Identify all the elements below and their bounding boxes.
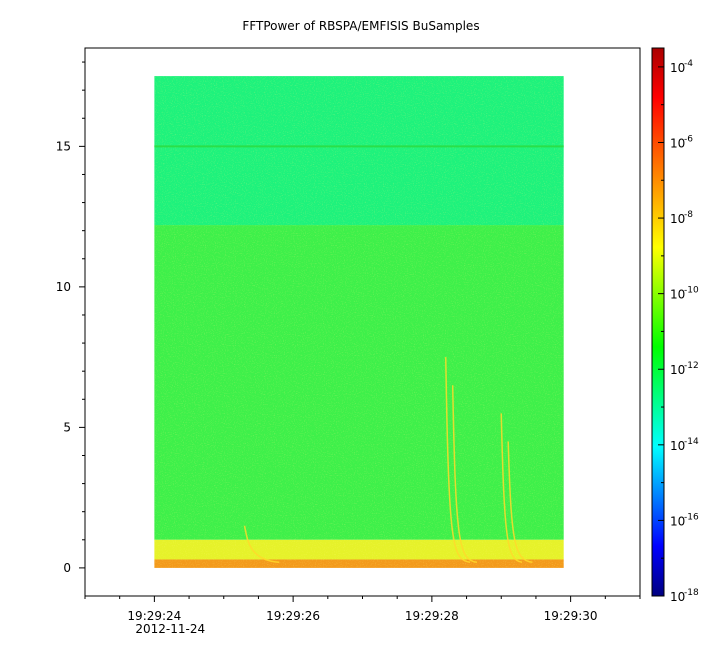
colorbar-tick-base: 10 [670,212,685,226]
colorbar-tick-exponent: -8 [684,210,693,220]
x-tick-sublabel: 2012-11-24 [135,622,205,636]
colorbar-tick-base: 10 [670,61,685,75]
chorus-elements [243,357,533,564]
y-tick-label: 0 [63,561,71,575]
chorus-element-1 [451,385,478,564]
x-tick-label: 19:29:30 [544,609,598,623]
colorbar-tick-base: 10 [670,136,685,150]
colorbar-tick-exponent: -10 [684,286,699,296]
x-tick-label: 19:29:24 [127,609,181,623]
colorbar-tick-exponent: -18 [684,588,699,598]
colorbar-tick-base: 10 [670,514,685,528]
chorus-element-3 [507,441,533,564]
x-tick-label: 19:29:28 [405,609,459,623]
chart-title: FFTPower of RBSPA/EMFISIS BuSamples [242,19,479,33]
colorbar-tick-base: 10 [670,288,685,302]
colorbar-tick-exponent: -14 [684,437,699,447]
colorbar-tick-base: 10 [670,590,685,604]
spectrogram-noise [154,76,564,568]
x-tick-label: 19:29:26 [266,609,320,623]
y-tick-label: 15 [56,139,71,153]
spectrogram-image [154,76,564,568]
colorbar-tick-base: 10 [670,363,685,377]
chorus-element-4 [243,525,280,564]
colorbar-tick-exponent: -4 [684,59,693,69]
colorbar-tick-base: 10 [670,439,685,453]
colorbar-tick-exponent: -12 [684,361,699,371]
y-axis: 0 5 10 15 [56,61,85,575]
chorus-element-0 [445,357,471,564]
colorbar [651,47,665,597]
colorbar-tick-exponent: -16 [684,512,699,522]
colorbar-tick-exponent: -6 [684,134,693,144]
y-tick-label: 10 [56,280,71,294]
y-tick-label: 5 [63,420,71,434]
chorus-element-2 [500,413,523,564]
